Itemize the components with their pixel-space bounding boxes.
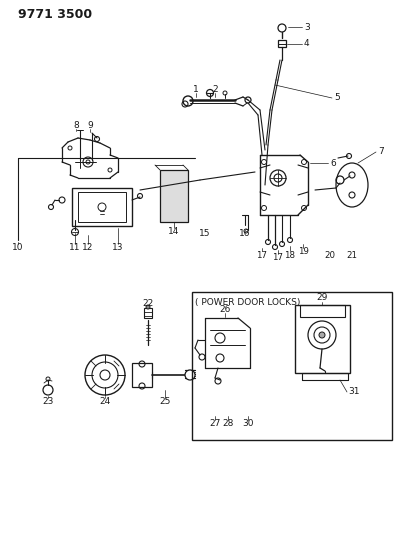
Text: 26: 26 [219,305,231,314]
Text: 15: 15 [199,230,211,238]
Text: 1: 1 [193,85,199,94]
Text: 25: 25 [159,398,171,407]
Text: 21: 21 [346,251,358,260]
Text: 2: 2 [212,85,218,94]
Text: 24: 24 [99,398,111,407]
Bar [144,308,152,318]
Text: 3: 3 [304,22,310,31]
Text: 8: 8 [73,122,79,131]
Circle shape [319,332,325,338]
Text: ( POWER DOOR LOCKS): ( POWER DOOR LOCKS) [195,297,301,306]
Text: 14: 14 [169,228,180,237]
Text: 30: 30 [242,419,254,429]
Text: 16: 16 [239,230,251,238]
Text: 18: 18 [285,251,295,260]
Text: 7: 7 [378,148,384,157]
Text: 6: 6 [330,158,336,167]
Circle shape [185,370,195,380]
Text: 23: 23 [42,398,54,407]
Bar [300,305,345,317]
Bar [132,363,152,387]
Circle shape [278,24,286,32]
Text: 5: 5 [334,93,340,102]
Text: 4: 4 [304,39,310,49]
Bar [78,192,126,222]
Bar [192,292,392,440]
Bar [278,40,286,47]
Text: 13: 13 [112,244,124,253]
Text: 31: 31 [348,387,360,397]
Text: 29: 29 [316,294,328,303]
Text: 19: 19 [297,247,309,256]
Circle shape [146,305,150,309]
Text: 11: 11 [69,244,81,253]
Text: 28: 28 [222,419,234,429]
Text: 17: 17 [272,254,283,262]
Text: 9: 9 [87,122,93,131]
Text: 20: 20 [325,251,335,260]
Text: 10: 10 [12,244,24,253]
Text: 17: 17 [257,251,267,260]
Ellipse shape [336,163,368,207]
Text: 9771 3500: 9771 3500 [18,7,92,20]
Bar [72,188,132,226]
Text: 27: 27 [209,419,221,429]
Bar [160,170,188,222]
Text: 12: 12 [82,244,94,253]
Bar [295,305,350,373]
Text: 22: 22 [143,298,154,308]
